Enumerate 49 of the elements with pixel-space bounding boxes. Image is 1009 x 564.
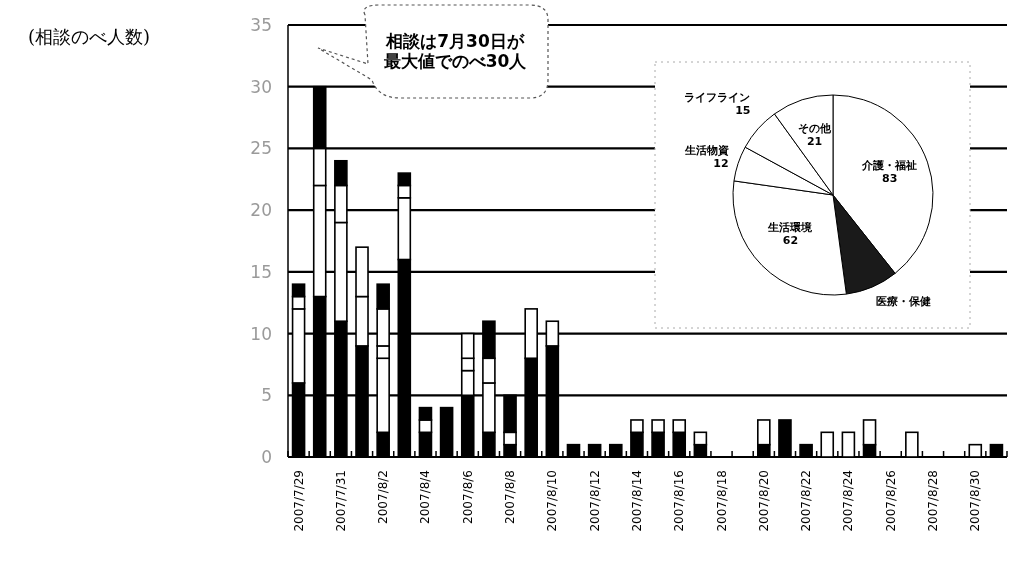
y-tick-label: 0 (261, 447, 272, 467)
y-tick-label: 25 (250, 138, 272, 159)
x-tick-label: 2007/8/16 (672, 470, 687, 532)
data-label: 62 (781, 233, 800, 248)
data-label: 21 (805, 134, 824, 149)
slice-label: 生活環境 (767, 221, 814, 235)
data-label: 83 (881, 171, 899, 186)
bar (778, 419, 792, 458)
y-tick-label: 15 (250, 261, 272, 282)
slice-label: 医療・保健 (876, 295, 933, 309)
x-tick-label: 2007/8/28 (925, 470, 940, 532)
x-tick-label: 2007/8/12 (587, 470, 602, 532)
x-tick-label: 2007/8/22 (799, 470, 814, 532)
slice-label: 生活物資 (683, 144, 729, 159)
bar (587, 443, 602, 458)
bar (820, 431, 835, 458)
bar (968, 443, 983, 458)
x-tick-label: 2007/8/24 (841, 470, 856, 532)
y-tick-label: 35 (250, 15, 272, 35)
y-tick-label: 5 (261, 385, 272, 406)
x-tick-label: 2007/8/30 (968, 470, 983, 532)
y-tick-label: 20 (250, 200, 272, 221)
bar (566, 443, 581, 458)
annotation: 相談は7月30日が最大値でのべ30人 (382, 31, 528, 72)
y-tick-label: 10 (250, 323, 272, 344)
y-axis-title: (相談のべ人数) (28, 26, 151, 47)
x-tick-label: 2007/8/10 (545, 470, 560, 532)
slice-label: 介護・福祉 (861, 159, 919, 173)
data-label: 12 (712, 157, 729, 171)
x-tick-label: 2007/8/4 (418, 470, 433, 524)
x-tick-label: 2007/8/14 (629, 470, 644, 532)
bar (799, 443, 813, 458)
y-tick-label: 30 (250, 76, 272, 97)
slice-label: ライフライン (683, 91, 751, 105)
bar (989, 443, 1004, 458)
bar (905, 431, 919, 458)
slice-label: その他 (797, 121, 833, 136)
bar (608, 443, 623, 458)
x-tick-label: 2007/8/20 (756, 470, 771, 532)
bar (439, 406, 454, 458)
x-tick-label: 2007/8/26 (883, 470, 898, 532)
x-tick-label: 2007/7/29 (291, 470, 306, 532)
x-tick-label: 2007/7/31 (333, 470, 348, 532)
x-tick-label: 2007/8/6 (460, 470, 475, 524)
x-tick-label: 2007/8/2 (376, 470, 391, 524)
x-tick-label: 2007/8/8 (503, 470, 518, 524)
bar (841, 431, 856, 458)
x-tick-label: 2007/8/18 (714, 470, 729, 532)
data-label: 15 (734, 103, 751, 118)
